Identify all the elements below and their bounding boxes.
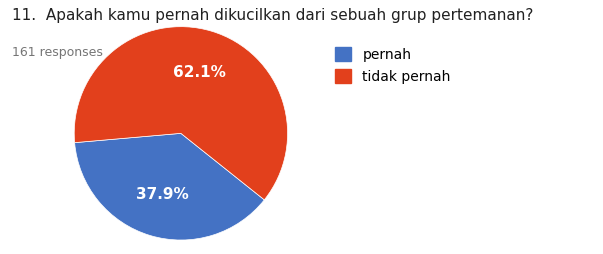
Legend: pernah, tidak pernah: pernah, tidak pernah [335,47,450,84]
Text: 11.  Apakah kamu pernah dikucilkan dari sebuah grup pertemanan?: 11. Apakah kamu pernah dikucilkan dari s… [12,8,534,23]
Text: 37.9%: 37.9% [136,187,189,202]
Wedge shape [75,133,264,240]
Text: 161 responses: 161 responses [12,46,103,59]
Text: 62.1%: 62.1% [173,65,226,80]
Wedge shape [74,27,288,200]
